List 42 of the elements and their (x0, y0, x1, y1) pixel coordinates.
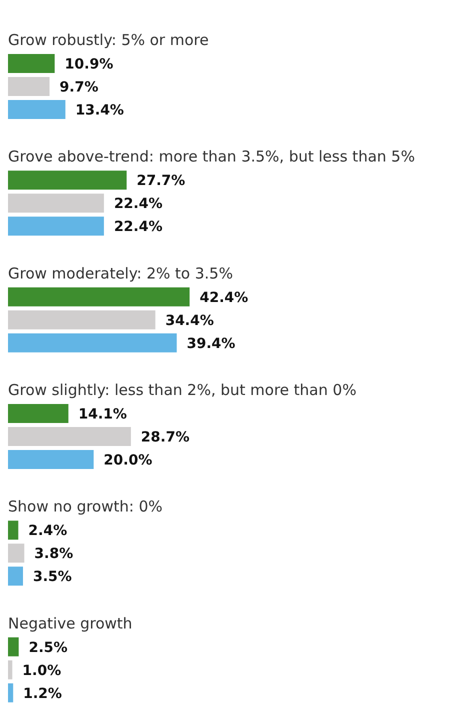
data-label: 22.4% (114, 196, 163, 212)
bar (8, 404, 68, 423)
bar (8, 100, 66, 119)
bar (8, 427, 131, 446)
y-tick-label: Grow slightly: less than 2%, but more than 0% (8, 381, 356, 399)
data-label: 13.4% (75, 102, 124, 118)
bar (8, 544, 24, 563)
bar (8, 520, 18, 540)
bar (8, 566, 23, 586)
y-tick-label: Show no growth: 0% (8, 498, 163, 516)
data-label: 3.5% (32, 569, 72, 586)
data-label: 20.0% (104, 452, 152, 468)
y-tick-label: Grow robustly: 5% or more (8, 31, 209, 49)
bar (8, 54, 55, 73)
bar (8, 450, 94, 469)
data-label: 34.4% (165, 312, 214, 329)
bar (8, 683, 14, 702)
y-tick-label: Grow moderately: 2% to 3.5% (8, 264, 233, 282)
data-label: 3.8% (34, 546, 74, 562)
bar (8, 637, 19, 656)
data-label: 2.5% (28, 640, 68, 656)
data-label: 2.4% (28, 523, 68, 540)
data-label: 28.7% (140, 430, 190, 446)
bar (8, 170, 127, 190)
data-label: 39.4% (186, 336, 236, 352)
y-tick-label: Negative growth (8, 614, 132, 632)
bar (8, 310, 156, 330)
data-label: 14.1% (78, 406, 127, 422)
data-label: 10.9% (64, 56, 114, 72)
bar (8, 333, 177, 352)
y-tick-label: Grove above-trend: more than 3.5%, but less than 5% (8, 148, 415, 166)
data-label: 1.0% (22, 662, 62, 679)
bar (8, 194, 104, 213)
data-label: 1.2% (23, 686, 62, 702)
bar (8, 287, 190, 306)
data-label: 9.7% (60, 80, 98, 96)
bar (8, 216, 104, 236)
data-label: 27.7% (136, 173, 186, 190)
data-label: 42.4% (200, 290, 248, 306)
bar (8, 660, 12, 680)
data-label: 22.4% (114, 219, 163, 236)
bar (8, 77, 50, 96)
